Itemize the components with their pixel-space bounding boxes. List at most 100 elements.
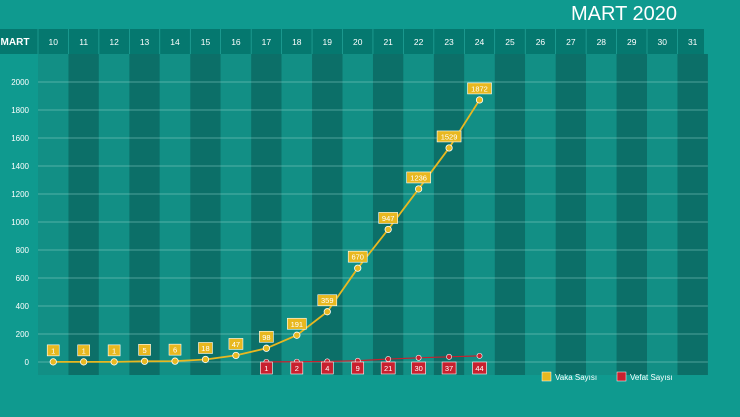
cases-label-box bbox=[138, 343, 151, 356]
column-stripe bbox=[433, 54, 465, 375]
cases-data-label: 98 bbox=[262, 333, 270, 342]
cases-label-box bbox=[168, 343, 182, 356]
cases-point bbox=[323, 308, 331, 316]
deaths-point bbox=[385, 356, 392, 362]
cases-point bbox=[49, 358, 57, 366]
date-header-bar bbox=[0, 29, 704, 54]
x-tick-label: 27 bbox=[566, 37, 576, 47]
x-tick-label: 13 bbox=[140, 37, 150, 47]
deaths-label-box bbox=[290, 361, 304, 375]
y-tick-label: 800 bbox=[16, 246, 30, 255]
deaths-label-box bbox=[351, 361, 365, 375]
cases-label-box bbox=[259, 330, 274, 343]
cases-label-box bbox=[77, 344, 90, 357]
column-stripe bbox=[38, 54, 69, 375]
cases-data-label: 1 bbox=[112, 346, 116, 355]
cases-label-box bbox=[287, 317, 307, 330]
deaths-data-label: 30 bbox=[414, 364, 422, 373]
cases-point bbox=[262, 344, 270, 352]
x-tick-label: 12 bbox=[109, 37, 119, 47]
x-tick-label: 21 bbox=[383, 37, 393, 47]
x-tick-label: 29 bbox=[627, 37, 637, 47]
deaths-data-label: 4 bbox=[325, 364, 329, 373]
cases-point bbox=[445, 144, 453, 152]
legend-swatch-deaths bbox=[616, 371, 627, 382]
x-tick-label: 10 bbox=[48, 37, 58, 47]
legend-label-deaths: Vefat Sayısı bbox=[630, 373, 673, 382]
cases-label-box bbox=[406, 171, 431, 184]
y-tick-label: 1400 bbox=[11, 162, 29, 171]
x-tick-label: 23 bbox=[444, 37, 454, 47]
cases-point bbox=[475, 96, 484, 104]
cases-data-label: 6 bbox=[173, 346, 177, 355]
cases-label-box bbox=[436, 130, 462, 143]
deaths-label-box bbox=[411, 361, 426, 375]
column-stripe bbox=[677, 54, 708, 375]
x-tick-label: 11 bbox=[79, 37, 88, 47]
cases-data-label: 1 bbox=[82, 346, 86, 355]
cases-data-label: 191 bbox=[291, 320, 304, 329]
legend-swatch-cases bbox=[541, 371, 552, 382]
legend-label-cases: Vaka Sayısı bbox=[555, 373, 597, 382]
cases-label-box bbox=[467, 82, 492, 95]
x-tick-label: 19 bbox=[323, 37, 333, 47]
cases-point bbox=[384, 225, 392, 234]
deaths-data-label: 2 bbox=[295, 364, 299, 373]
cases-point bbox=[80, 358, 88, 366]
deaths-data-label: 37 bbox=[445, 364, 453, 373]
column-stripe bbox=[312, 54, 343, 375]
cases-point bbox=[354, 264, 362, 272]
cases-data-label: 1529 bbox=[441, 132, 458, 141]
deaths-data-label: 9 bbox=[356, 364, 360, 373]
cases-label-box bbox=[198, 342, 213, 354]
x-tick-label: 16 bbox=[231, 37, 241, 47]
column-stripe bbox=[616, 54, 647, 375]
cases-label-box bbox=[378, 212, 398, 224]
deaths-data-label: 44 bbox=[475, 364, 483, 373]
column-stripe bbox=[464, 54, 495, 375]
column-stripe bbox=[403, 54, 434, 375]
cases-data-label: 18 bbox=[201, 344, 209, 353]
deaths-label-box bbox=[320, 361, 334, 375]
column-stripe bbox=[494, 54, 526, 375]
y-tick-label: 400 bbox=[16, 302, 30, 311]
cases-label-box bbox=[228, 338, 244, 350]
cases-label-box bbox=[347, 250, 368, 263]
cases-data-label: 1 bbox=[51, 346, 55, 355]
deaths-label-box bbox=[380, 361, 396, 375]
cases-point bbox=[201, 355, 210, 364]
cases-label-box bbox=[46, 344, 60, 357]
cases-data-label: 1236 bbox=[410, 173, 427, 182]
deaths-point bbox=[415, 354, 422, 361]
column-stripe bbox=[555, 54, 587, 375]
column-stripe bbox=[251, 54, 282, 375]
y-tick-label: 600 bbox=[16, 274, 30, 283]
y-tick-label: 1000 bbox=[11, 218, 29, 227]
y-tick-label: 1600 bbox=[11, 134, 29, 143]
column-stripe bbox=[220, 54, 252, 375]
x-tick-label: 22 bbox=[414, 37, 424, 47]
x-tick-label: 17 bbox=[262, 37, 272, 47]
deaths-data-label: 1 bbox=[264, 364, 268, 373]
chart-title: MART 2020 bbox=[571, 3, 677, 25]
x-tick-label: 28 bbox=[597, 37, 607, 47]
deaths-label-box bbox=[441, 361, 457, 375]
y-tick-label: 1200 bbox=[11, 190, 29, 199]
deaths-point bbox=[446, 353, 452, 360]
deaths-line bbox=[266, 355, 480, 363]
column-stripe bbox=[129, 54, 160, 375]
column-stripe bbox=[586, 54, 617, 375]
x-tick-label: 26 bbox=[536, 37, 546, 47]
deaths-data-label: 21 bbox=[384, 364, 392, 373]
cases-label-box bbox=[317, 294, 338, 307]
deaths-point bbox=[476, 352, 483, 359]
y-tick-label: 2000 bbox=[11, 78, 29, 87]
y-tick-label: 0 bbox=[25, 358, 30, 367]
x-tick-label: 30 bbox=[657, 37, 667, 47]
x-tick-label: 31 bbox=[688, 37, 698, 47]
cases-data-label: 670 bbox=[351, 253, 364, 262]
x-tick-label: 24 bbox=[475, 37, 485, 47]
column-stripe bbox=[342, 54, 373, 375]
